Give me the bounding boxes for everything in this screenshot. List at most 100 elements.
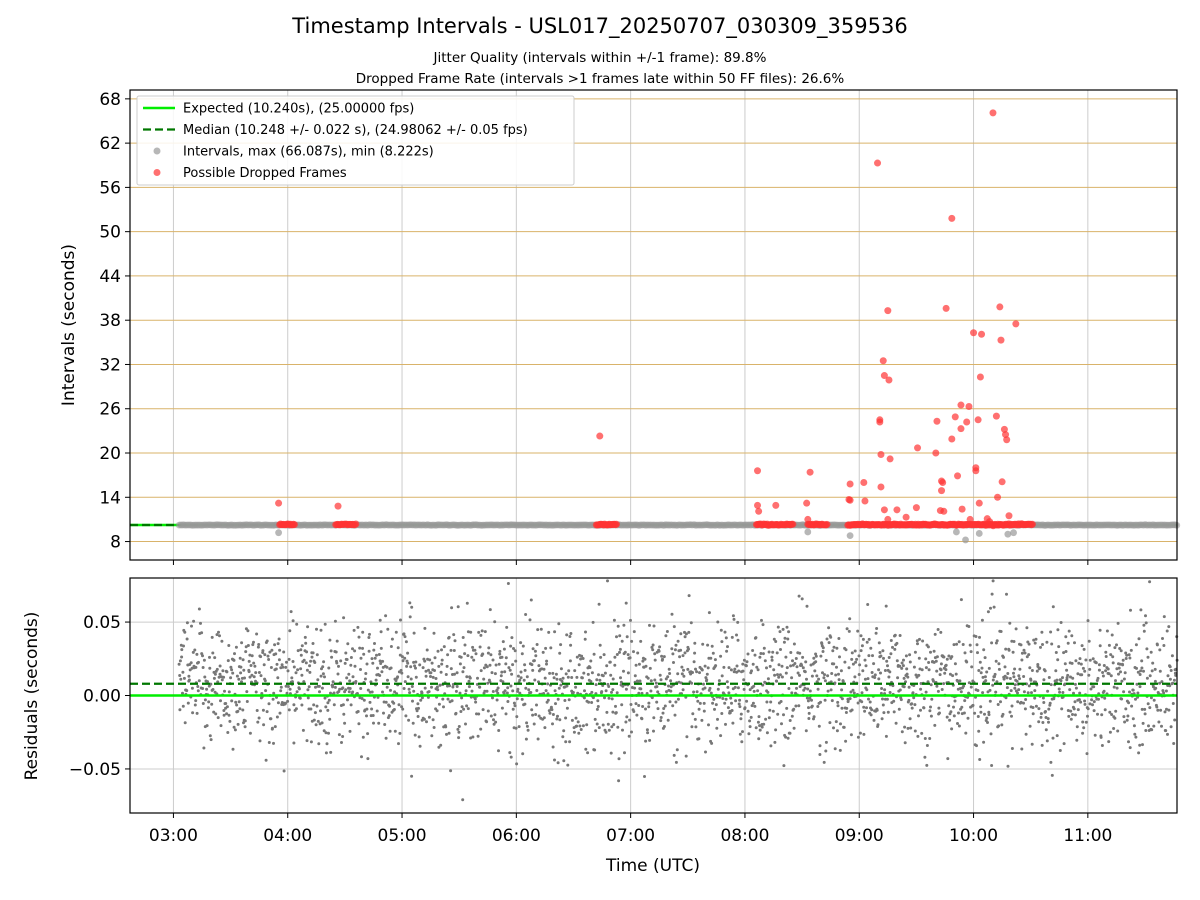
residual-point [940, 688, 944, 691]
residual-point [630, 639, 634, 643]
legend-intervals-label: Intervals, max (66.087s), min (8.222s) [183, 145, 434, 160]
residual-point [963, 651, 967, 655]
residual-point [593, 717, 597, 721]
residual-point [531, 647, 535, 651]
residual-point [240, 641, 244, 645]
residual-point [403, 680, 407, 684]
residual-point [1092, 685, 1096, 689]
residual-point [512, 647, 515, 650]
residual-point [881, 703, 885, 707]
residual-point [845, 706, 849, 710]
residual-point [850, 708, 854, 712]
residual-point [572, 730, 576, 734]
residual-point [925, 744, 929, 747]
dropped-point [885, 376, 893, 384]
residual-point [624, 601, 628, 605]
residual-point [447, 635, 451, 639]
residual-point [439, 670, 443, 674]
residual-point [306, 625, 310, 629]
residual-point [259, 674, 263, 678]
residual-point [479, 669, 483, 673]
chart-subtitle-dropped: Dropped Frame Rate (intervals >1 frames … [355, 71, 845, 87]
residual-point [197, 607, 201, 611]
residual-point [547, 709, 551, 713]
residual-point [976, 715, 980, 718]
residual-point [1080, 673, 1084, 677]
residual-point [610, 725, 614, 729]
residual-point [1062, 742, 1066, 746]
residual-point [562, 729, 566, 733]
residual-point [1012, 640, 1016, 643]
residual-point [430, 734, 434, 738]
residual-point [655, 685, 659, 689]
residual-point [621, 684, 625, 688]
dropped-point [940, 507, 948, 515]
residual-point [919, 687, 923, 691]
residual-point [516, 687, 520, 691]
residual-point [348, 729, 352, 733]
residual-point [791, 659, 794, 663]
residual-point [617, 757, 621, 761]
residual-point [1034, 704, 1038, 708]
residual-point [640, 717, 644, 721]
residual-point [648, 666, 652, 670]
residual-point [553, 630, 557, 634]
residual-point [1118, 647, 1122, 650]
residual-point [877, 668, 881, 672]
residual-point [753, 653, 757, 657]
residual-point [1144, 729, 1148, 732]
residual-point [696, 699, 700, 703]
residual-point [255, 709, 259, 712]
residual-point [1155, 643, 1159, 647]
residual-point [414, 675, 418, 679]
residual-point [956, 722, 959, 725]
residual-point [1122, 690, 1126, 694]
residual-point [702, 709, 706, 713]
residual-point [213, 672, 217, 676]
residual-point [514, 726, 518, 730]
residual-point [214, 712, 218, 716]
residual-point [550, 708, 554, 712]
residual-point [900, 730, 904, 734]
residual-point [608, 660, 612, 664]
residual-point [977, 729, 981, 733]
bottom-ytick-label-2: 0.05 [83, 613, 121, 633]
residual-point [336, 672, 340, 676]
residual-point [1057, 687, 1061, 691]
residual-point [666, 718, 670, 722]
residual-point [368, 700, 372, 704]
residual-point [340, 741, 343, 744]
residual-point [887, 656, 891, 659]
residual-point [855, 657, 859, 661]
residual-point [726, 706, 730, 710]
residual-point [271, 697, 275, 701]
residual-point [178, 708, 182, 712]
residual-point [328, 717, 332, 721]
top-ytick-label-56: 56 [99, 178, 121, 198]
residual-point [1110, 713, 1114, 716]
residual-point [275, 715, 279, 719]
residual-point [893, 633, 897, 637]
residual-point [673, 713, 677, 717]
residual-point [845, 627, 849, 631]
residual-point [821, 650, 825, 653]
residual-point [270, 648, 274, 652]
residual-point [658, 673, 662, 677]
residual-point [995, 680, 999, 684]
residual-point [366, 732, 370, 736]
residual-point [521, 752, 525, 756]
residual-point [866, 603, 870, 606]
residual-point [975, 744, 978, 748]
residual-point [625, 715, 629, 719]
residual-point [644, 664, 648, 668]
residual-point [767, 650, 771, 654]
residual-point [238, 707, 242, 711]
residual-point [648, 738, 652, 742]
residual-point [534, 713, 538, 716]
residual-point [1008, 710, 1012, 714]
residual-point [568, 740, 572, 744]
residual-point [649, 689, 653, 693]
residual-point [269, 666, 273, 669]
residual-point [1081, 731, 1085, 735]
dropped-point [886, 455, 894, 463]
